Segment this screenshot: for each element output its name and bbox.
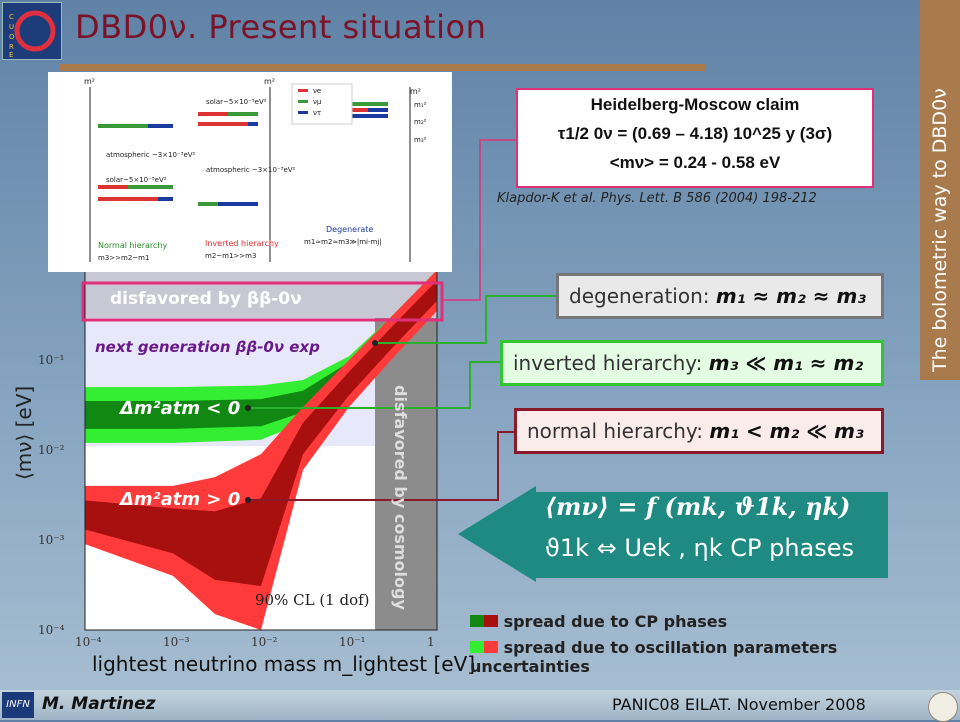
x-tick-label: 10⁻⁴ [75,635,102,649]
x-tick-label: 10⁻³ [163,635,190,649]
claim-half-life: τ1/2 0ν = (0.69 – 4.18) 10^25 y (3σ) [557,124,833,143]
claim-mass: <mν> = 0.24 - 0.58 eV [609,153,781,172]
level-m3: m₃² [414,136,427,144]
legend-nue: νe [313,87,321,95]
normal-hierarchy-label: Normal hierarchy [98,241,167,250]
university-seal [928,692,958,722]
m2-label-3: m² [410,87,421,96]
atmospheric-label: atmospheric ~3×10⁻³eV² [106,151,196,159]
infn-logo: INFN [2,692,34,718]
legend-nutau: ντ [313,109,321,117]
disfavored-bb-region [85,270,437,318]
inverted-hierarchy-sub: m2~m1>>m3 [205,252,256,260]
footer-bar [0,690,960,720]
svg-text:C: C [9,13,14,21]
inverted-hierarchy-box: inverted hierarchy: m₃ ≪ m₁ ≈ m₂ [500,340,884,386]
x-axis-label: lightest neutrino mass m_lightest [eV] [92,652,476,676]
inverted-connector [248,361,500,409]
plot-area [85,270,437,630]
side-banner [920,0,960,380]
inverted-hierarchy-label: Inverted hierarchy [205,239,279,248]
cosmology-label: disfavored by cosmology [391,385,410,610]
title-underline [60,64,705,71]
plot-frame [84,269,438,631]
x-tick-label: 10⁻² [251,635,278,649]
series-label-inverted: Δm²atm < 0 [118,398,240,419]
series-label-normal: Δm²atm > 0 [118,489,240,510]
atmospheric-label-inv: atmospheric ~3×10⁻³eV² [206,166,296,174]
y-tick-label: 10⁻³ [38,533,65,547]
y-tick-label: 10⁻⁴ [38,623,65,637]
claim-connector [443,139,516,301]
side-banner-text: The bolometric way to DBD0ν [929,88,951,372]
svg-text:E: E [9,51,13,59]
band-outer-0 [85,270,437,443]
heidelberg-claim-box: Heidelberg-Moscow claim τ1/2 0ν = (0.69 … [516,88,874,188]
cuore-logo: C U O R E [2,2,62,60]
solar-label: solar~5×10⁻⁵eV² [106,176,167,184]
legend-cp: spread due to CP phases [470,612,727,631]
degeneration-box: degeneration: m₁ ≈ m₂ ≈ m₃ [556,273,884,319]
band-outer-1 [85,270,437,630]
degenerate-label: Degenerate [326,225,373,234]
normal-connector [248,431,514,501]
legend-osc-red [484,641,498,653]
normal-text: normal hierarchy: [527,419,704,443]
cosmology-region [375,318,437,630]
disfavored-highlight [81,281,444,322]
svg-text:U: U [9,23,14,31]
degeneration-connector [375,295,556,344]
legend-cp-green [470,615,484,627]
degeneration-formula: m₁ ≈ m₂ ≈ m₃ [715,284,867,308]
claim-title: Heidelberg-Moscow claim [590,95,800,114]
solar-label-inv: solar~5×10⁻⁵eV² [206,98,267,106]
y-tick-label: 10⁻² [38,443,65,457]
x-tick-label: 1 [427,635,435,649]
svg-text:R: R [9,43,14,51]
degeneration-text: degeneration: [569,284,710,308]
band-inner-1 [85,280,437,587]
legend-osc: spread due to oscillation parameters unc… [470,638,960,676]
footer-author: M. Martinez [42,694,156,714]
level-m1: m₁² [414,101,427,109]
slide-title: DBD0ν. Present situation [75,8,487,46]
x-tick-label: 10⁻¹ [339,635,365,649]
normal-formula: m₁ < m₂ ≪ m₃ [709,419,864,443]
footer-conference: PANIC08 EILAT. November 2008 [612,695,866,714]
legend-cp-text: spread due to CP phases [503,612,728,631]
claim-reference: Klapdor-K et al. Phys. Lett. B 586 (2004… [497,191,817,206]
legend-osc-text: spread due to oscillation parameters unc… [470,638,838,676]
level-m2: m₂² [414,118,427,126]
m2-label-2: m² [264,77,275,86]
legend-numu: νμ [313,98,322,106]
inverted-text: inverted hierarchy: [513,351,703,375]
svg-text:O: O [9,33,15,41]
normal-hierarchy-box: normal hierarchy: m₁ < m₂ ≪ m₃ [514,408,884,454]
legend-cp-red [484,615,498,627]
y-tick-label: 10⁻¹ [38,353,64,367]
hierarchy-diagram: m² m² m² atmospheric ~3×10⁻³eV² solar~5×… [48,72,452,272]
next-gen-label: next generation ββ-0ν exp [95,338,320,356]
inverted-formula: m₃ ≪ m₁ ≈ m₂ [708,351,864,375]
formula-sub: ϑ1k ⇔ Uek , ηk CP phases [545,534,855,562]
next-gen-region [85,318,375,446]
y-axis-label: ⟨mν⟩ [eV] [12,385,36,480]
legend-osc-green [470,641,484,653]
degenerate-sub: m1≈m2≈m3≫|mi-mj| [304,238,382,246]
cl-label: 90% CL (1 dof) [255,591,370,609]
disfavored-bb-label: disfavored by ββ-0ν [110,289,302,309]
m2-label-1: m² [84,77,95,86]
band-inner-0 [85,273,437,429]
normal-hierarchy-sub: m3>>m2~m1 [98,254,149,262]
formula-main: ⟨mν⟩ = f (mk, ϑ1k, ηk) [545,492,851,521]
